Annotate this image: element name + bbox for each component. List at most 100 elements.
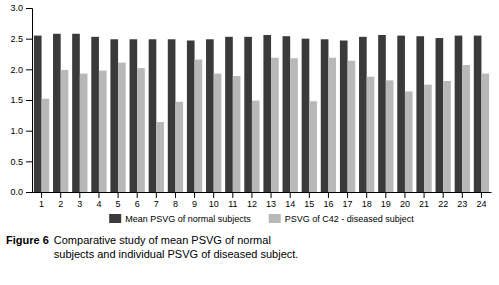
x-tick-mark — [118, 192, 119, 198]
x-tick-mark — [290, 192, 291, 198]
bar — [455, 36, 463, 192]
bar — [481, 74, 489, 192]
bar — [397, 36, 405, 192]
bar — [225, 37, 233, 192]
bar — [359, 37, 367, 192]
x-tick: 6 — [135, 192, 140, 209]
bar — [187, 41, 195, 192]
y-axis: 0.00.51.01.52.02.53.0 — [10, 3, 32, 197]
x-tick-label: 24 — [476, 199, 486, 209]
x-tick-mark — [232, 192, 233, 198]
x-tick-label: 3 — [77, 199, 82, 209]
bar — [91, 37, 99, 192]
y-tick: 2.5 — [10, 34, 32, 44]
caption: Figure 6 Comparative study of mean PSVG o… — [6, 234, 298, 260]
bar — [233, 76, 241, 192]
y-tick: 0.5 — [10, 157, 32, 167]
x-tick-mark — [156, 192, 157, 198]
bar — [367, 77, 375, 192]
bar — [340, 41, 348, 192]
y-tick-label: 0.0 — [10, 187, 23, 197]
x-tick: 9 — [192, 192, 197, 209]
y-tick-mark — [26, 8, 32, 9]
x-tick-mark — [251, 192, 252, 198]
x-tick: 4 — [96, 192, 101, 209]
x-tick: 11 — [228, 192, 237, 209]
caption-title: Figure 6 — [6, 234, 49, 246]
bar — [436, 38, 444, 192]
y-tick: 1.5 — [10, 95, 32, 105]
x-tick: 20 — [400, 192, 410, 209]
bar — [110, 39, 118, 192]
x-axis: 123456789101112131415161718192021222324 — [33, 192, 492, 209]
bar — [53, 34, 61, 192]
y-tick: 3.0 — [10, 3, 32, 13]
bar — [195, 60, 203, 192]
chart: 1234567891011121314151617181920212223240… — [0, 0, 499, 285]
bar — [328, 58, 336, 192]
x-tick-label: 14 — [285, 199, 295, 209]
x-tick-mark — [194, 192, 195, 198]
x-tick-mark — [60, 192, 61, 198]
x-tick: 15 — [304, 192, 314, 209]
bar — [168, 39, 176, 192]
x-tick-mark — [79, 192, 80, 198]
x-tick-label: 1 — [39, 199, 44, 209]
caption-text: Comparative study of mean PSVG of normal… — [54, 234, 299, 260]
x-tick-mark — [309, 192, 310, 198]
x-tick: 24 — [476, 192, 486, 209]
legend-label: Mean PSVG of normal subjects — [125, 214, 251, 224]
x-tick: 2 — [58, 192, 63, 209]
bar — [283, 36, 291, 192]
x-tick-label: 21 — [419, 199, 429, 209]
y-tick-label: 2.5 — [10, 34, 23, 44]
x-tick-label: 11 — [228, 199, 237, 209]
legend-swatch — [269, 214, 281, 223]
y-axis-line — [26, 9, 33, 193]
x-tick-label: 5 — [116, 199, 121, 209]
bar — [72, 34, 80, 192]
y-tick: 0.0 — [10, 187, 32, 197]
legend-item: Mean PSVG of normal subjects — [109, 214, 251, 224]
legend: Mean PSVG of normal subjectsPSVG of C42 … — [109, 214, 414, 224]
x-tick: 8 — [173, 192, 178, 209]
x-tick: 18 — [362, 192, 372, 209]
x-tick: 17 — [343, 192, 353, 209]
bars — [34, 34, 489, 192]
bar — [175, 102, 183, 192]
x-tick-label: 17 — [343, 199, 353, 209]
x-tick-mark — [213, 192, 214, 198]
bar — [80, 74, 88, 192]
bar — [42, 99, 50, 192]
bar — [214, 74, 222, 192]
y-tick: 2.0 — [10, 65, 32, 75]
x-tick: 23 — [457, 192, 467, 209]
x-tick: 7 — [154, 192, 159, 209]
x-tick: 21 — [419, 192, 429, 209]
bar — [99, 71, 107, 192]
x-tick-mark — [98, 192, 99, 198]
bar — [34, 36, 42, 192]
plot: 1234567891011121314151617181920212223240… — [10, 3, 491, 209]
x-tick-label: 16 — [323, 199, 333, 209]
x-tick-label: 10 — [209, 199, 219, 209]
bar — [61, 70, 69, 192]
y-tick-mark — [26, 161, 32, 162]
x-tick-label: 2 — [58, 199, 63, 209]
x-tick: 16 — [323, 192, 333, 209]
caption-line: Comparative study of mean PSVG of normal — [54, 234, 271, 246]
bar — [302, 39, 310, 192]
bar — [252, 101, 260, 192]
x-tick: 3 — [77, 192, 82, 209]
x-tick: 12 — [247, 192, 257, 209]
bar — [118, 63, 126, 192]
x-tick: 22 — [438, 192, 448, 209]
bar — [348, 61, 356, 192]
bar — [321, 39, 329, 192]
bar — [443, 81, 451, 192]
x-tick-label: 18 — [362, 199, 372, 209]
x-tick: 10 — [209, 192, 219, 209]
y-tick-label: 0.5 — [10, 157, 23, 167]
bar — [137, 68, 145, 192]
x-tick-mark — [424, 192, 425, 198]
